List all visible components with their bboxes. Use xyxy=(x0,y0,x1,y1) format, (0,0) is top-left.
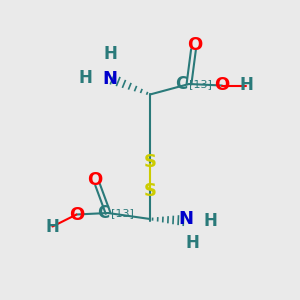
Text: H: H xyxy=(103,45,117,63)
Text: S: S xyxy=(143,153,157,171)
Text: O: O xyxy=(87,171,102,189)
Text: N: N xyxy=(102,70,117,88)
Text: S: S xyxy=(143,182,157,200)
Text: [13]: [13] xyxy=(189,79,212,89)
Text: H: H xyxy=(239,76,253,94)
Text: H: H xyxy=(203,212,217,230)
Text: H: H xyxy=(79,69,92,87)
Text: C: C xyxy=(97,204,110,222)
Text: O: O xyxy=(188,36,202,54)
Text: C: C xyxy=(175,75,188,93)
Text: H: H xyxy=(185,234,199,252)
Text: O: O xyxy=(214,76,230,94)
Text: O: O xyxy=(69,206,84,224)
Text: [13]: [13] xyxy=(111,208,134,218)
Text: H: H xyxy=(46,218,59,236)
Text: N: N xyxy=(178,210,194,228)
